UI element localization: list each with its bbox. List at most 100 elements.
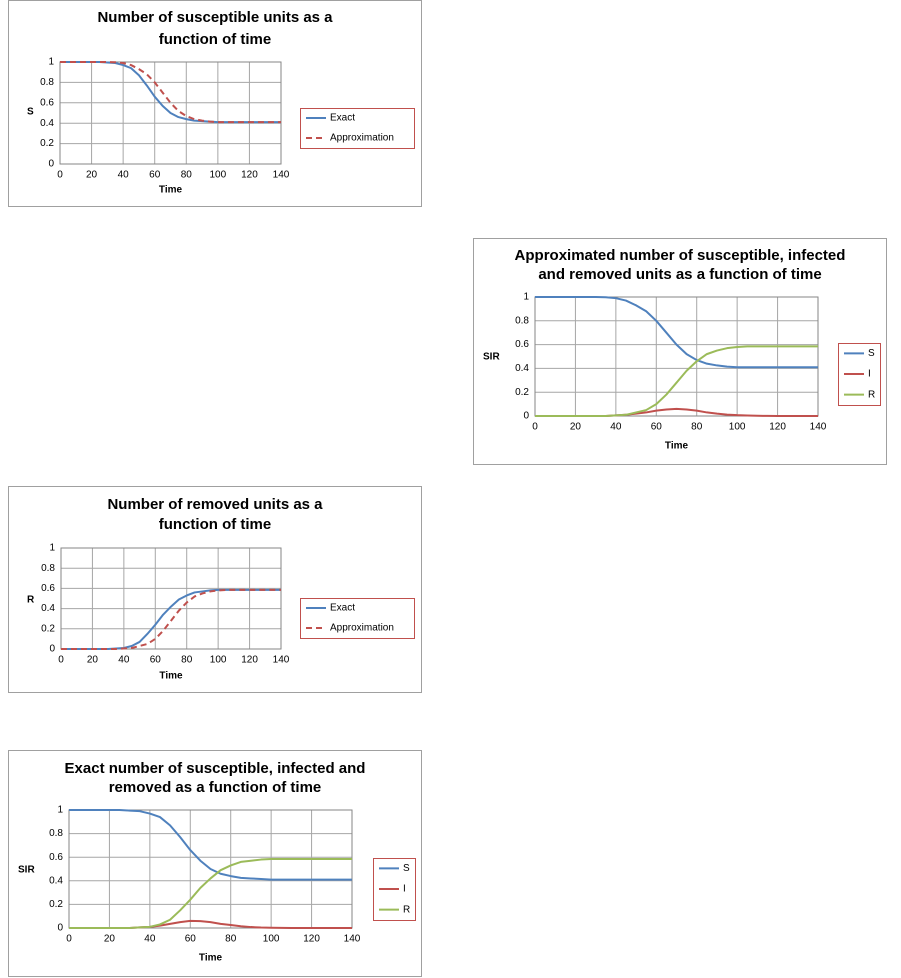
y-axis-label: S	[27, 107, 34, 118]
y-tick-label: 1	[523, 292, 529, 303]
x-axis-label: Time	[665, 441, 689, 452]
chart-title: Approximated number of susceptible, infe…	[515, 247, 846, 264]
y-tick-label: 0.6	[49, 852, 63, 863]
legend-label: R	[868, 389, 875, 400]
y-tick-label: 0.8	[49, 828, 63, 839]
y-tick-label: 0.6	[40, 97, 54, 108]
x-tick-label: 60	[185, 934, 197, 945]
x-tick-label: 140	[273, 655, 290, 666]
legend-label: Approximation	[330, 133, 394, 144]
x-tick-label: 100	[210, 655, 227, 666]
series-line	[535, 345, 818, 417]
chart-title: Number of removed units as a	[107, 496, 323, 513]
legend-box	[300, 598, 415, 639]
legend-label: I	[403, 884, 406, 895]
x-tick-label: 40	[144, 934, 156, 945]
x-tick-label: 100	[263, 934, 280, 945]
x-tick-label: 100	[210, 170, 227, 181]
y-tick-label: 0	[49, 644, 55, 655]
x-tick-label: 120	[769, 422, 786, 433]
x-axis-label: Time	[159, 671, 183, 682]
legend: Exact Approximation	[300, 598, 415, 639]
y-tick-label: 1	[49, 543, 55, 554]
y-tick-label: 1	[57, 805, 63, 816]
y-tick-label: 0.4	[49, 875, 63, 886]
chart-title: function of time	[159, 516, 272, 533]
chart-border	[8, 0, 422, 207]
chart-title: function of time	[159, 31, 272, 48]
legend: SIR	[373, 858, 416, 921]
x-tick-label: 60	[651, 422, 663, 433]
y-tick-label: 0	[48, 159, 54, 170]
x-tick-label: 80	[691, 422, 703, 433]
x-tick-label: 0	[57, 170, 63, 181]
x-tick-label: 20	[87, 655, 99, 666]
x-tick-label: 40	[610, 422, 622, 433]
y-axis-label: SIR	[18, 865, 35, 876]
y-tick-label: 0.2	[515, 387, 529, 398]
legend: SIR	[838, 343, 881, 406]
x-tick-label: 80	[225, 934, 237, 945]
x-tick-label: 40	[118, 655, 130, 666]
x-axis-label: Time	[199, 953, 223, 964]
x-tick-label: 120	[241, 170, 258, 181]
x-tick-label: 140	[273, 170, 290, 181]
chart-border	[8, 750, 422, 977]
x-tick-label: 120	[303, 934, 320, 945]
y-tick-label: 0.4	[41, 603, 55, 614]
y-axis-label: SIR	[483, 352, 500, 363]
plot-border	[534, 296, 819, 417]
x-tick-label: 0	[66, 934, 72, 945]
legend-label: S	[403, 863, 410, 874]
y-tick-label: 0.2	[49, 899, 63, 910]
x-tick-label: 120	[241, 655, 258, 666]
y-tick-label: 0.6	[515, 339, 529, 350]
series-line	[535, 296, 818, 369]
legend-label: Exact	[330, 113, 355, 124]
legend-label: Approximation	[330, 623, 394, 634]
chart-title: Exact number of susceptible, infected an…	[65, 760, 366, 777]
legend-label: R	[403, 904, 410, 915]
legend-box	[300, 108, 415, 149]
legend: Exact Approximation	[300, 108, 415, 149]
y-tick-label: 0.2	[41, 623, 55, 634]
x-tick-label: 80	[181, 170, 193, 181]
chart: Exact number of susceptible, infected an…	[8, 750, 422, 977]
x-tick-label: 140	[810, 422, 827, 433]
chart-title: removed as a function of time	[109, 779, 322, 796]
y-tick-label: 0.4	[515, 363, 529, 374]
chart: Number of susceptible units as a function…	[8, 0, 422, 207]
y-tick-label: 0	[57, 923, 63, 934]
plot-border	[59, 61, 282, 165]
x-tick-label: 0	[58, 655, 64, 666]
x-axis-label: Time	[159, 185, 183, 196]
chart-title: Number of susceptible units as a	[97, 9, 333, 26]
plot-border	[68, 809, 353, 929]
x-tick-label: 100	[729, 422, 746, 433]
series-line	[69, 809, 352, 881]
y-tick-label: 0.4	[40, 118, 54, 129]
y-tick-label: 0	[523, 411, 529, 422]
plot-border	[60, 547, 282, 650]
x-tick-label: 0	[532, 422, 538, 433]
x-tick-label: 20	[104, 934, 116, 945]
y-tick-label: 0.8	[41, 563, 55, 574]
y-tick-label: 1	[48, 57, 54, 68]
y-axis-label: R	[27, 595, 35, 606]
x-tick-label: 60	[149, 170, 161, 181]
chart: Number of removed units as a function of …	[8, 486, 422, 693]
legend-label: I	[868, 369, 871, 380]
y-tick-label: 0.6	[41, 583, 55, 594]
x-tick-label: 20	[86, 170, 98, 181]
chart-title: and removed units as a function of time	[538, 266, 821, 283]
y-tick-label: 0.8	[515, 315, 529, 326]
x-tick-label: 140	[344, 934, 361, 945]
series-line	[60, 61, 281, 124]
x-tick-label: 40	[118, 170, 130, 181]
x-tick-label: 20	[570, 422, 582, 433]
legend-label: S	[868, 348, 875, 359]
chart: Approximated number of susceptible, infe…	[473, 238, 887, 465]
x-tick-label: 80	[181, 655, 193, 666]
y-tick-label: 0.8	[40, 77, 54, 88]
